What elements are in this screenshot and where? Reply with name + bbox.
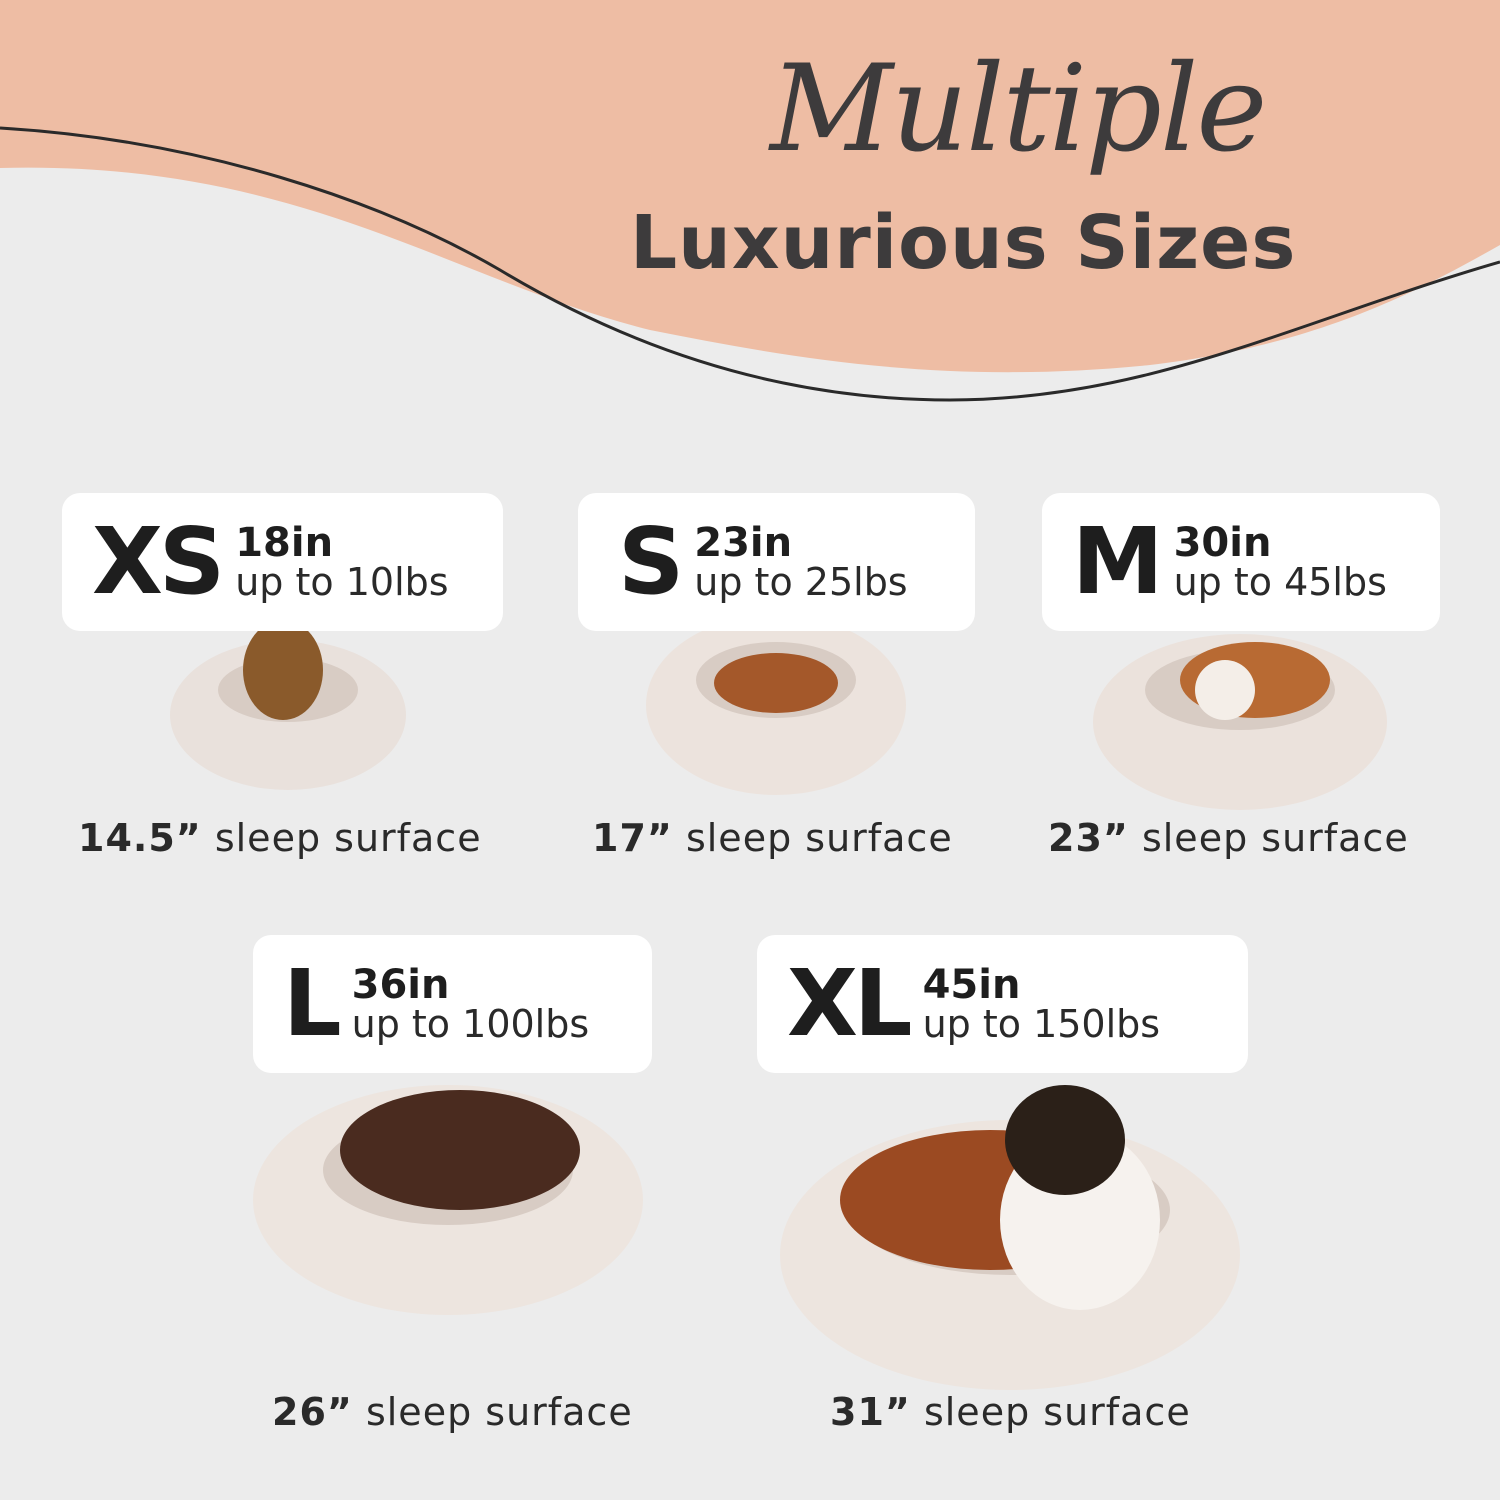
sleep-surface-m: 23” sleep surface (1048, 816, 1409, 860)
peach-wave (0, 0, 1500, 373)
size-label: L (283, 950, 342, 1057)
size-card-m: M 30in up to 45lbs (1042, 493, 1440, 631)
size-label: S (618, 508, 684, 615)
bed-xl (780, 1085, 1240, 1390)
bed-l (253, 1085, 643, 1315)
bed-length: 23in (694, 520, 793, 566)
bed-length: 18in (235, 520, 334, 566)
sleep-surface-l: 26” sleep surface (272, 1390, 633, 1434)
size-label: XS (92, 508, 225, 615)
weight-limit: up to 10lbs (235, 560, 449, 604)
bed-xs (170, 620, 406, 790)
bed-length: 30in (1173, 520, 1272, 566)
title-script: Multiple (770, 40, 1267, 179)
weight-limit: up to 45lbs (1173, 560, 1387, 604)
size-label: XL (787, 950, 913, 1057)
sleep-surface-xs: 14.5” sleep surface (78, 816, 482, 860)
bed-length: 45in (922, 962, 1021, 1008)
size-card-s: S 23in up to 25lbs (578, 493, 975, 631)
weight-limit: up to 150lbs (922, 1002, 1161, 1046)
weight-limit: up to 100lbs (351, 1002, 590, 1046)
title-main: Luxurious Sizes (630, 200, 1297, 286)
bed-length: 36in (351, 962, 450, 1008)
dog-dachshund (714, 653, 838, 713)
dog-yorkshire-terrier (243, 620, 323, 720)
sleep-surface-s: 17” sleep surface (592, 816, 953, 860)
weight-limit: up to 25lbs (694, 560, 908, 604)
bed-s (646, 615, 906, 795)
dog-chocolate-labrador (340, 1090, 580, 1210)
wave-line (0, 126, 1500, 402)
size-card-xl: XL 45in up to 150lbs (757, 935, 1248, 1073)
sleep-surface-xl: 31” sleep surface (830, 1390, 1191, 1434)
size-card-xs: XS 18in up to 10lbs (62, 493, 503, 631)
size-label: M (1072, 508, 1164, 615)
size-card-l: L 36in up to 100lbs (253, 935, 652, 1073)
bed-m (1093, 634, 1387, 810)
